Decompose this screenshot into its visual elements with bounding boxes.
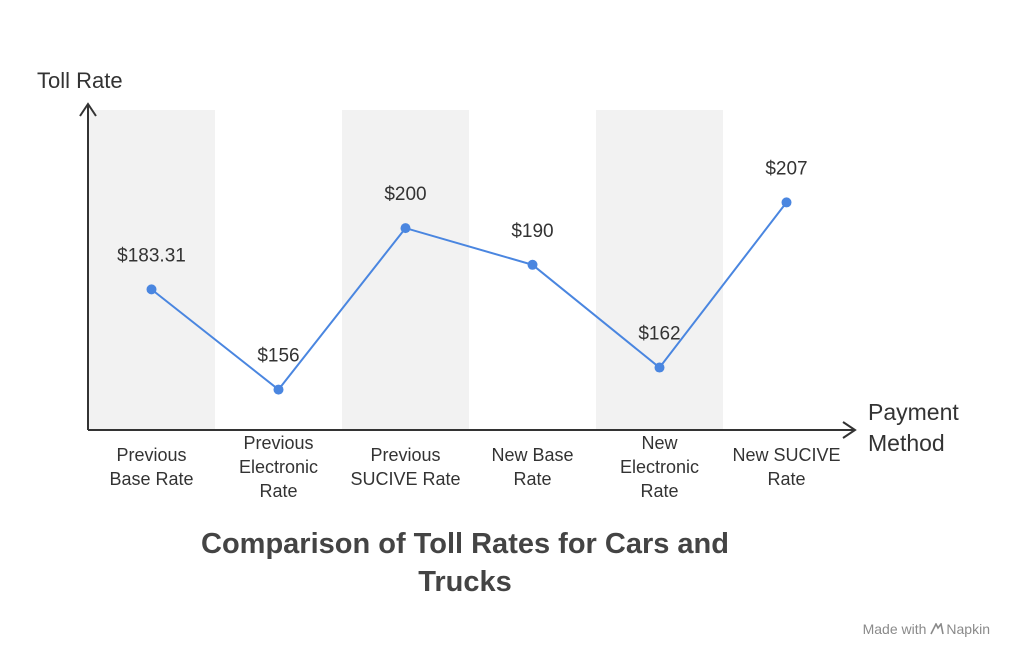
y-axis-arrow [79, 102, 97, 117]
data-label: $162 [638, 324, 680, 345]
data-label: $183.31 [117, 245, 186, 266]
data-point [654, 362, 665, 373]
x-tick-label: New SUCIVE Rate [732, 445, 840, 489]
data-point [527, 259, 538, 270]
data-point [273, 384, 284, 395]
y-axis-label: Toll Rate [37, 68, 123, 93]
column-band [88, 110, 215, 429]
column-band [342, 110, 469, 429]
data-label: $200 [384, 184, 426, 205]
data-label: $190 [511, 221, 553, 242]
chart-title: Comparison of Toll Rates for Cars and Tr… [201, 528, 729, 598]
x-axis-label: Payment Method [868, 399, 959, 456]
x-tick-label: New Base Rate [491, 445, 573, 489]
x-tick-label: Previous SUCIVE Rate [350, 445, 460, 489]
column-band [596, 110, 723, 429]
napkin-logo-icon [930, 623, 945, 635]
x-axis-arrow [842, 421, 857, 439]
data-label: $156 [257, 346, 299, 367]
x-tick-label: Previous Base Rate [109, 445, 193, 489]
data-point [146, 284, 157, 295]
series-line [150, 201, 788, 391]
x-tick-label: Previous Electronic Rate [239, 433, 318, 501]
watermark: Made with Napkin [863, 621, 990, 637]
watermark-text: Made with [862, 621, 927, 637]
line-chart: Toll Rate Payment Method $183.31 $156 $200 $… [37, 68, 959, 501]
data-point [781, 197, 792, 208]
watermark-brand: Napkin [946, 621, 990, 637]
x-tick-label: New Electronic Rate [620, 433, 699, 501]
data-point [400, 223, 411, 234]
data-label: $207 [765, 158, 807, 179]
